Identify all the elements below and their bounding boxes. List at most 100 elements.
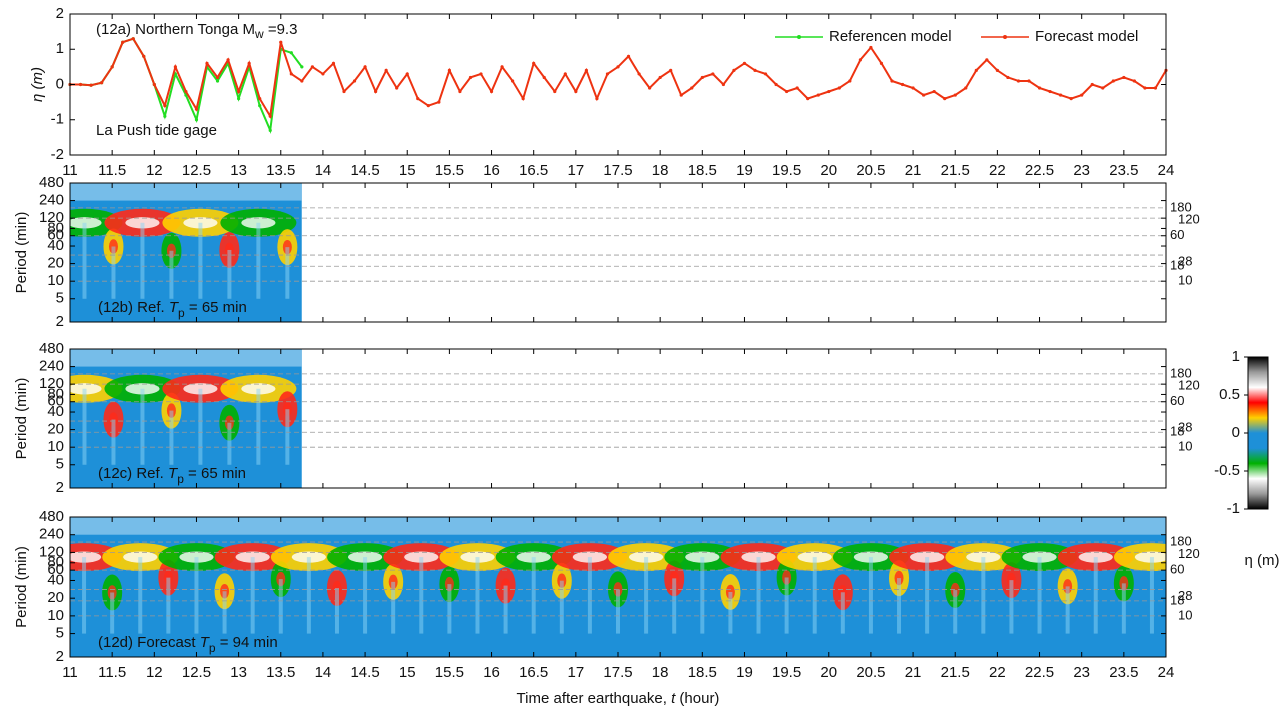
spectrogram-streak (166, 577, 171, 634)
spectrogram-streak (784, 577, 789, 634)
data-point (595, 97, 599, 101)
data-point (342, 89, 346, 94)
data-point (964, 86, 968, 90)
spectrogram-streak (285, 247, 290, 299)
reference-label: 28 (1178, 420, 1192, 435)
x-tick-label: 12.5 (182, 162, 211, 179)
reference-label: 18 (1170, 258, 1184, 273)
spectrogram-streak (419, 557, 424, 634)
y-tick-label: 240 (39, 358, 64, 375)
spectrogram-streak (256, 388, 261, 465)
data-point (479, 72, 483, 76)
title-end: =9.3 (264, 21, 298, 38)
data-point (553, 89, 557, 94)
data-point (384, 68, 388, 72)
data-point (605, 72, 610, 76)
data-point (268, 114, 272, 118)
y-axis-label: η (m) (29, 67, 46, 102)
data-point (932, 89, 936, 94)
legend-marker (797, 35, 801, 39)
data-point (637, 72, 641, 76)
label-t: T (168, 465, 179, 482)
spectrogram-band (70, 517, 1166, 535)
x-tick-label: 22 (989, 162, 1006, 179)
spectrogram-streak (391, 581, 396, 634)
data-point (416, 97, 420, 101)
x-tick-label: 13.5 (266, 162, 295, 179)
x-tick-label: 13 (230, 664, 247, 681)
label-text: (12d) Forecast (98, 634, 200, 651)
colorbar-label: η (m) (1245, 552, 1280, 569)
plot-frame (69, 13, 1167, 156)
label-sub: p (209, 641, 216, 655)
x-tick-label: 21 (905, 664, 922, 681)
spectrogram-streak (728, 591, 733, 634)
spectrogram-streak (194, 557, 199, 634)
x-tick-label: 13.5 (266, 664, 295, 681)
spectrogram-streak (82, 557, 87, 634)
data-point (869, 45, 873, 50)
spectrogram-streak (587, 557, 592, 634)
spectrogram-streak (306, 557, 311, 634)
data-point (426, 104, 430, 108)
data-point (900, 82, 905, 87)
y-tick-label: 40 (47, 237, 64, 254)
data-point (974, 68, 978, 72)
spectrogram-streak (82, 388, 87, 465)
x-tick-label: 14.5 (350, 162, 379, 179)
data-point (521, 97, 525, 101)
y-tick-label: 0 (56, 75, 64, 92)
label-text: (12b) Ref. (98, 299, 169, 316)
data-point (163, 104, 167, 108)
data-point (890, 79, 894, 83)
spectrogram-core (224, 415, 234, 430)
data-point (458, 89, 462, 94)
data-point (89, 83, 93, 87)
x-tick-label: 20.5 (856, 664, 885, 681)
spectrogram (70, 183, 302, 322)
x-tick-label: 22 (989, 664, 1006, 681)
data-point (1048, 89, 1052, 94)
y-tick-label: 1 (56, 40, 64, 57)
reference-label: 120 (1178, 378, 1200, 393)
spectrogram-streak (672, 578, 677, 634)
spectrogram-streak (700, 557, 705, 634)
data-point (268, 128, 272, 132)
data-point (1016, 79, 1021, 83)
y-tick-label: 40 (47, 403, 64, 420)
data-point (1143, 86, 1147, 90)
panel-label: (12c) Ref. Tp = 65 min (98, 465, 246, 486)
legend-label: Forecast model (1035, 28, 1138, 45)
reference-label: 120 (1178, 212, 1200, 227)
x-tick-label: 18.5 (688, 162, 717, 179)
data-point (995, 68, 999, 72)
spectrogram-streak (475, 557, 480, 634)
reference-label: 18 (1170, 424, 1184, 439)
data-point (753, 68, 757, 72)
y-tick-label: 80 (47, 219, 64, 236)
x-tick-label: 15.5 (435, 664, 464, 681)
data-point (258, 97, 262, 101)
y-tick-label: 40 (47, 571, 64, 588)
plot-frame (69, 182, 1167, 323)
spectrogram-streak (363, 557, 368, 634)
reference-label: 60 (1170, 393, 1184, 408)
data-point (679, 93, 683, 97)
reference-label: 60 (1170, 562, 1184, 577)
data-point (626, 54, 631, 58)
data-point (258, 104, 262, 108)
reference-label: 60 (1170, 227, 1184, 242)
spectrogram-core (282, 401, 292, 417)
spectrogram-streak (227, 422, 232, 465)
data-point (110, 65, 114, 69)
y-tick-label: 10 (47, 272, 64, 289)
y-tick-label: 80 (47, 554, 64, 571)
x-tick-label: 17 (568, 664, 585, 681)
reference-label: 180 (1170, 533, 1192, 548)
spectrogram-streak (1149, 557, 1154, 634)
x-tick-label: 19.5 (772, 664, 801, 681)
y-tick-label: 5 (56, 456, 64, 473)
data-point (321, 72, 325, 76)
y-tick-label: 5 (56, 290, 64, 307)
